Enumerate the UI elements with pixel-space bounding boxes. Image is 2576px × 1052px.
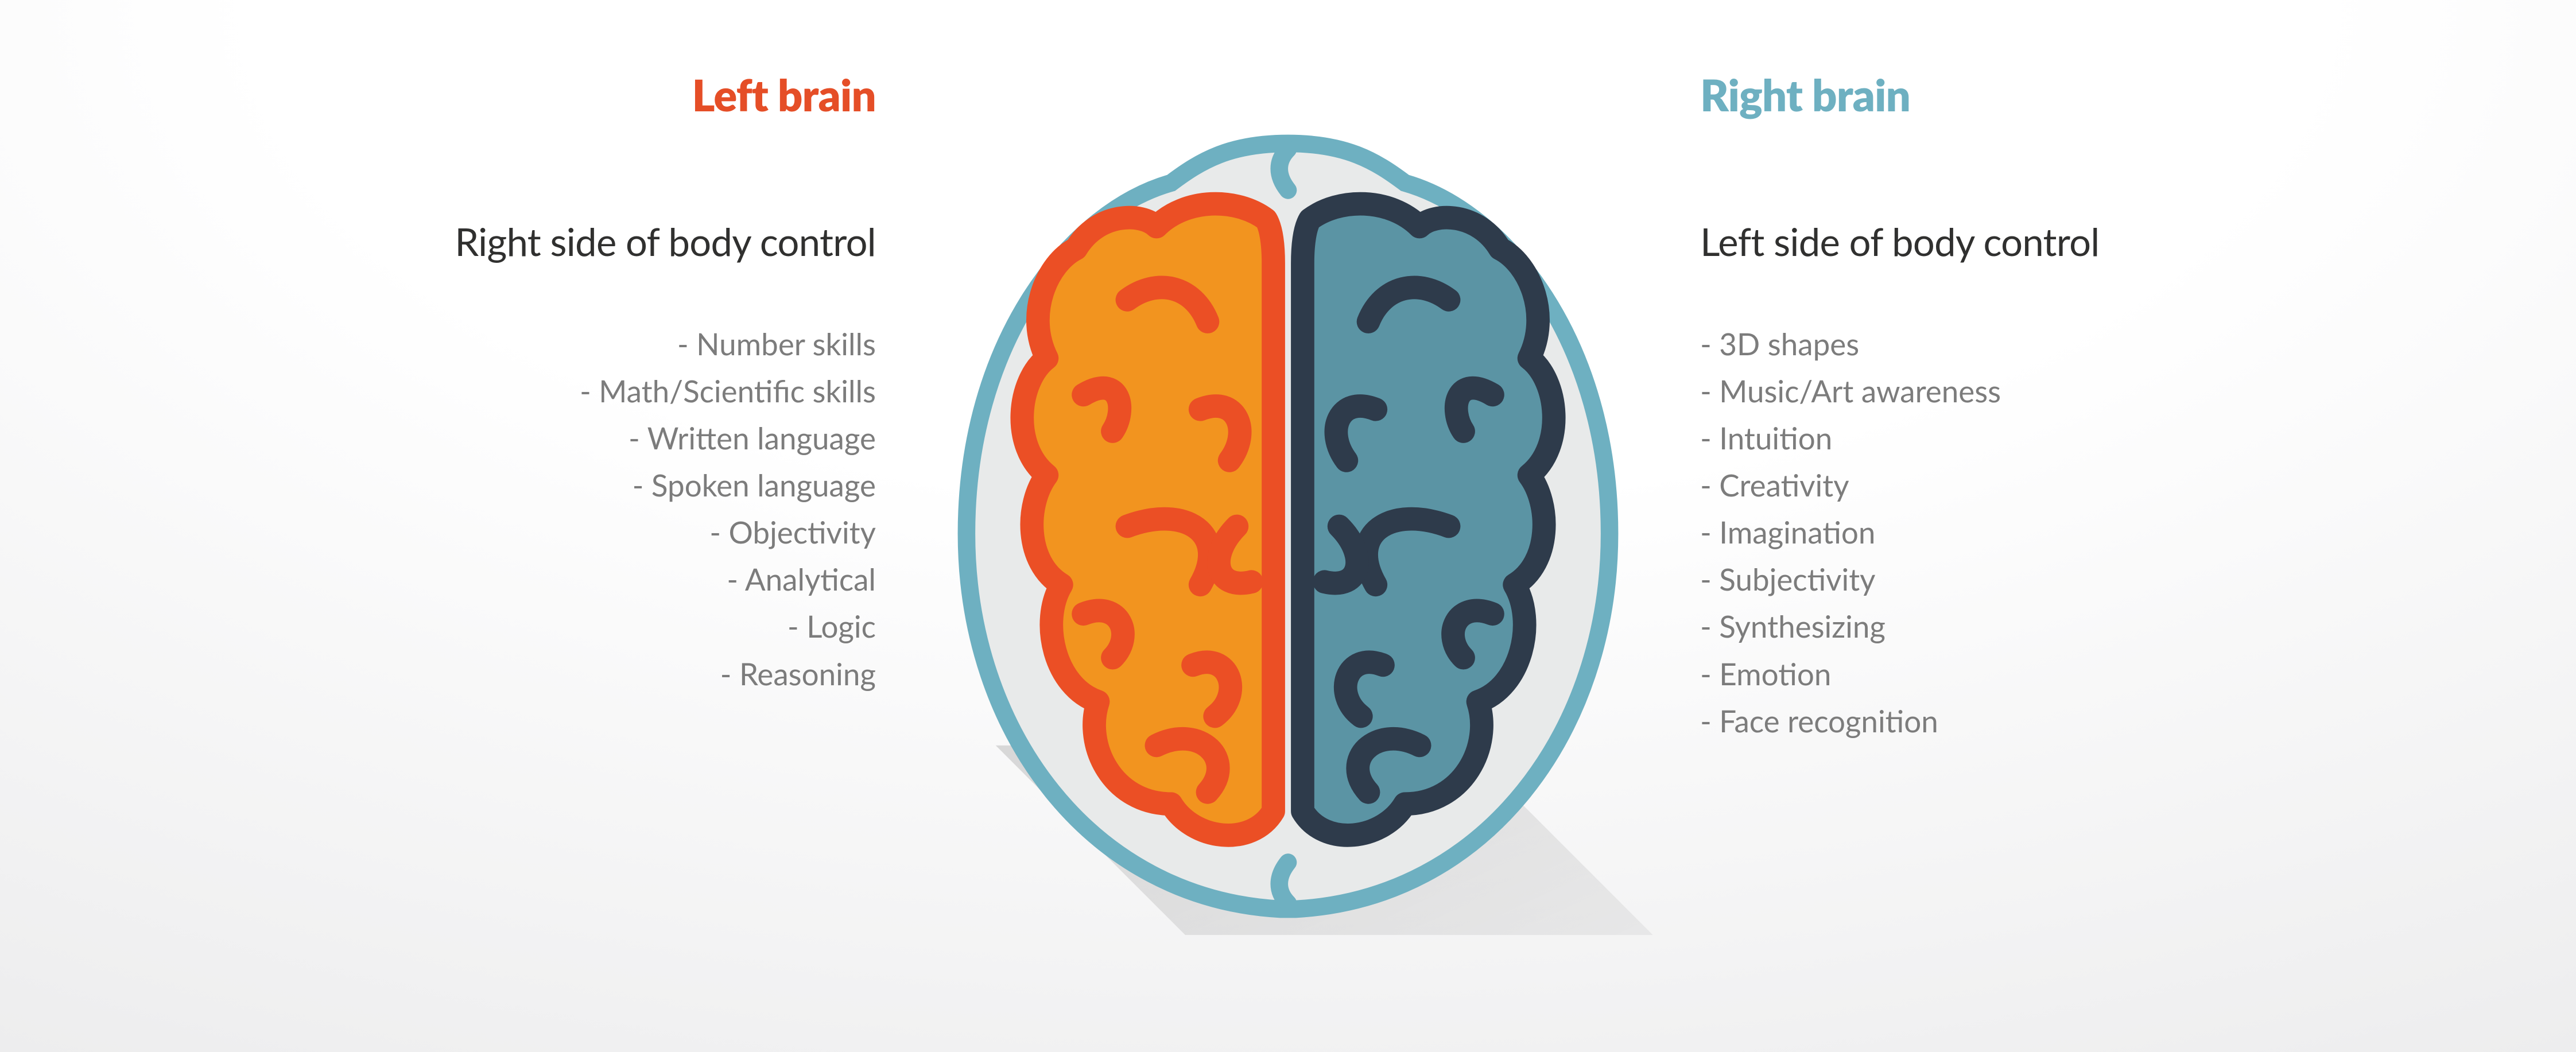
- right-brain-item: - Creativity: [1700, 462, 2001, 509]
- left-brain-title: Left brain: [692, 73, 876, 117]
- right-brain-item: - Synthesizing: [1700, 603, 2001, 650]
- left-brain-item: - Spoken language: [580, 462, 876, 509]
- left-brain-item: - Reasoning: [580, 651, 876, 698]
- infographic-stage: Left brain Right side of body control - …: [0, 0, 2576, 1052]
- left-brain-item: - Math/Scientific skills: [580, 368, 876, 415]
- left-brain-item: - Objectivity: [580, 509, 876, 556]
- right-brain-item: - Subjectivity: [1700, 556, 2001, 603]
- right-brain-title: Right brain: [1700, 73, 1910, 117]
- left-brain-items: - Number skills- Math/Scientific skills-…: [580, 321, 876, 698]
- left-brain-item: - Written language: [580, 415, 876, 462]
- right-brain-item: - Emotion: [1700, 651, 2001, 698]
- right-brain-item: - Intuition: [1700, 415, 2001, 462]
- right-brain-subheading: Left side of body control: [1700, 221, 2099, 263]
- right-brain-item: - 3D shapes: [1700, 321, 2001, 368]
- right-brain-item: - Face recognition: [1700, 698, 2001, 745]
- brain-icon: [908, 117, 1668, 935]
- left-brain-item: - Logic: [580, 603, 876, 650]
- right-brain-item: - Imagination: [1700, 509, 2001, 556]
- left-brain-item: - Number skills: [580, 321, 876, 368]
- left-brain-subheading: Right side of body control: [455, 221, 876, 263]
- left-brain-item: - Analytical: [580, 556, 876, 603]
- right-brain-items: - 3D shapes- Music/Art awareness- Intuit…: [1700, 321, 2001, 745]
- right-brain-item: - Music/Art awareness: [1700, 368, 2001, 415]
